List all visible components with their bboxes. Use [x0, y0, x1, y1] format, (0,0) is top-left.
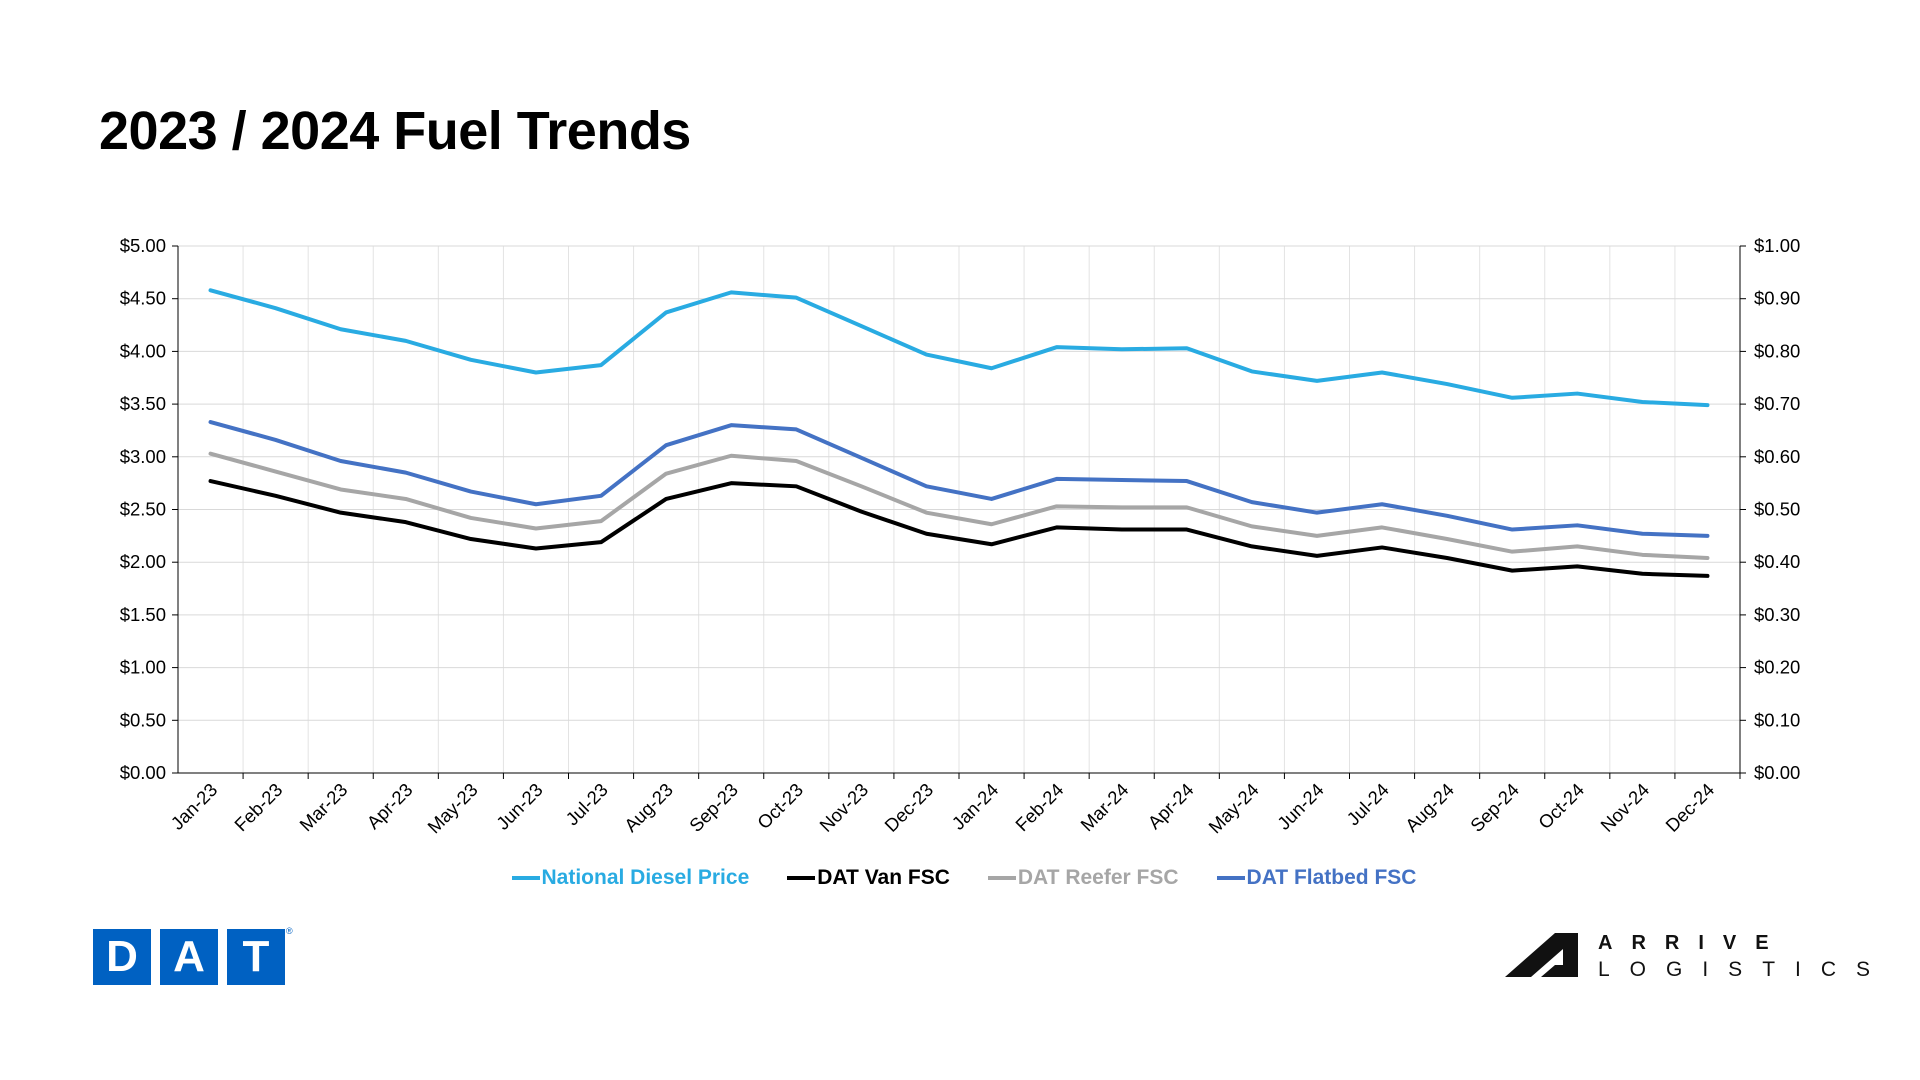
page-title: 2023 / 2024 Fuel Trends [99, 101, 691, 161]
legend-label: National Diesel Price [541, 866, 750, 889]
dat-logo-letter: A [160, 929, 218, 985]
x-tick-label: Jul-24 [1342, 779, 1392, 829]
x-tick-label: Feb-23 [230, 779, 286, 835]
x-tick-label: May-23 [423, 779, 481, 837]
x-tick-label: Sep-24 [1466, 779, 1523, 836]
legend-swatch [1216, 876, 1245, 880]
x-tick-label: Dec-24 [1661, 779, 1718, 836]
x-tick-label: Feb-24 [1011, 779, 1067, 835]
y-tick-label: $1.00 [120, 657, 166, 678]
dat-logo: D A T [93, 929, 285, 985]
y2-tick-label: $0.00 [1754, 762, 1800, 783]
legend-swatch [511, 876, 540, 880]
series-line-dat-van-fsc [208, 479, 1710, 578]
series-line-dat-reefer-fsc [208, 451, 1710, 560]
y2-tick-label: $0.10 [1754, 709, 1800, 730]
y-tick-label: $4.00 [120, 340, 166, 361]
x-tick-label: Dec-23 [880, 779, 937, 836]
x-tick-label: Nov-23 [815, 779, 872, 836]
legend-label: DAT Reefer FSC [1017, 866, 1179, 889]
x-tick-label: Aug-23 [620, 779, 677, 836]
x-tick-label: Jan-24 [948, 779, 1003, 834]
chart-legend: National Diesel Price DAT Van FSC DAT Reef… [0, 866, 1920, 890]
x-tick-label: May-24 [1204, 779, 1262, 837]
x-tick-label: Jun-24 [1273, 779, 1328, 834]
arrive-logo-text: ARRIVE [1598, 932, 1788, 954]
y2-tick-label: $0.40 [1754, 551, 1800, 572]
y-tick-label: $2.00 [120, 551, 166, 572]
y2-tick-label: $0.70 [1754, 393, 1800, 414]
legend-label: DAT Van FSC [817, 866, 950, 889]
y2-tick-label: $0.20 [1754, 657, 1800, 678]
x-tick-label: Oct-24 [1534, 779, 1588, 833]
legend-item: DAT Van FSC [787, 866, 950, 890]
y2-tick-label: $0.80 [1754, 340, 1800, 361]
y2-tick-label: $0.30 [1754, 604, 1800, 625]
y-tick-label: $3.50 [120, 393, 166, 414]
dat-logo-letter: D [93, 929, 151, 985]
y-tick-label: $4.50 [120, 288, 166, 309]
y-tick-label: $0.00 [120, 762, 166, 783]
y-tick-label: $1.50 [120, 604, 166, 625]
y2-tick-label: $0.90 [1754, 288, 1800, 309]
x-tick-label: Apr-23 [363, 779, 417, 833]
y-tick-label: $5.00 [120, 235, 166, 256]
legend-item: National Diesel Price [511, 866, 750, 890]
y2-tick-label: $0.50 [1754, 499, 1800, 520]
series-line-dat-flatbed-fsc [208, 420, 1710, 538]
arrive-logo-mark-icon [1505, 933, 1578, 977]
x-tick-label: Nov-24 [1596, 779, 1653, 836]
dat-registered-mark: ® [286, 926, 293, 936]
x-tick-label: Apr-24 [1144, 779, 1198, 833]
y2-tick-label: $0.60 [1754, 446, 1800, 467]
x-tick-label: Aug-24 [1401, 779, 1458, 836]
y-tick-label: $2.50 [120, 499, 166, 520]
x-tick-label: Jul-23 [561, 779, 611, 829]
x-tick-label: Mar-23 [295, 779, 351, 835]
x-tick-label: Mar-24 [1076, 779, 1132, 835]
legend-item: DAT Flatbed FSC [1216, 866, 1417, 890]
y-tick-label: $3.00 [120, 446, 166, 467]
x-tick-label: Oct-23 [753, 779, 807, 833]
legend-swatch [987, 876, 1016, 880]
series-line-national-diesel-price [208, 288, 1710, 408]
dat-logo-letter: T [227, 929, 285, 985]
y2-tick-label: $1.00 [1754, 235, 1800, 256]
legend-label: DAT Flatbed FSC [1246, 866, 1417, 889]
y-tick-label: $0.50 [120, 709, 166, 730]
legend-item: DAT Reefer FSC [987, 866, 1179, 890]
legend-swatch [787, 876, 816, 880]
x-tick-label: Jan-23 [167, 779, 222, 834]
arrive-logo-subtext: LOGISTICS [1598, 958, 1891, 981]
x-tick-label: Sep-23 [685, 779, 742, 836]
x-tick-label: Jun-23 [492, 779, 547, 834]
